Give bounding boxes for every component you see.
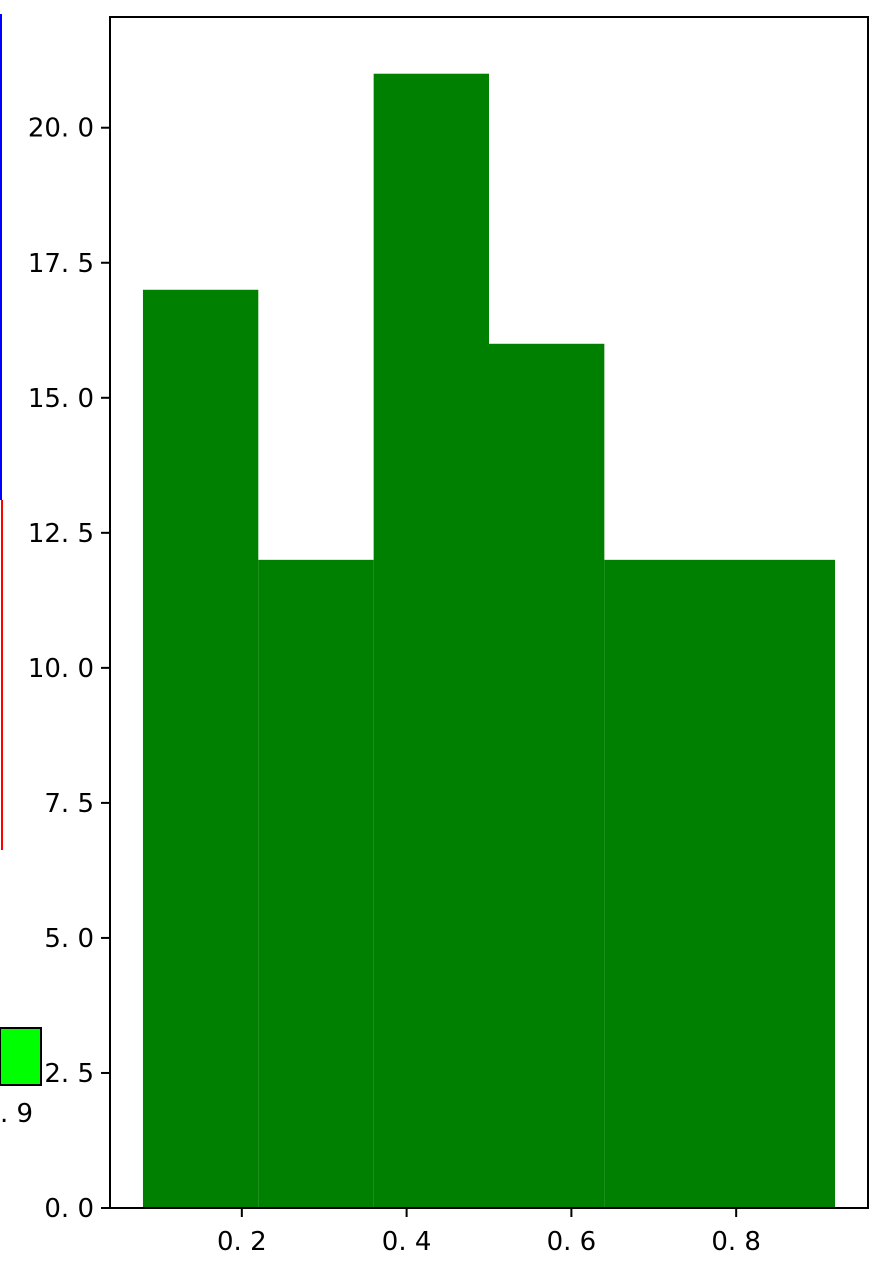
histogram-bar-1	[142, 289, 259, 1209]
y-tick-label: 15. 0	[28, 384, 94, 414]
neighbor-bar-patch	[0, 1027, 42, 1086]
y-tick-label: 2. 5	[44, 1059, 94, 1089]
y-tick-label: 20. 0	[28, 114, 94, 144]
y-tick-label: 7. 5	[44, 789, 94, 819]
y-tick-label: 12. 5	[28, 519, 94, 549]
histogram-bar-2	[258, 559, 374, 1208]
y-tick-label: 5. 0	[44, 924, 94, 954]
x-tick-label: 0. 6	[547, 1227, 597, 1257]
y-axis-ticks: 0. 0 2. 5 5. 0 7. 5 10. 0 12. 5 15. 0 17. 5 20. …	[28, 114, 110, 1224]
neighbor-tick-label: . 9	[0, 1099, 33, 1129]
histogram-bar-4	[489, 343, 605, 1208]
x-tick-label: 0. 2	[217, 1227, 267, 1257]
neighbor-subplot-fragment: . 9	[0, 14, 42, 1129]
y-tick-label: 10. 0	[28, 654, 94, 684]
histogram-bar-5	[604, 559, 836, 1208]
histogram-bar-3	[373, 73, 489, 1209]
x-tick-label: 0. 8	[711, 1227, 761, 1257]
x-tick-label: 0. 4	[382, 1227, 432, 1257]
axes-frame	[109, 16, 869, 1209]
x-axis-ticks: 0. 2 0. 4 0. 6 0. 8	[217, 1208, 761, 1257]
y-tick-label: 17. 5	[28, 249, 94, 279]
bars-group	[142, 73, 836, 1209]
y-tick-label: 0. 0	[44, 1194, 94, 1224]
